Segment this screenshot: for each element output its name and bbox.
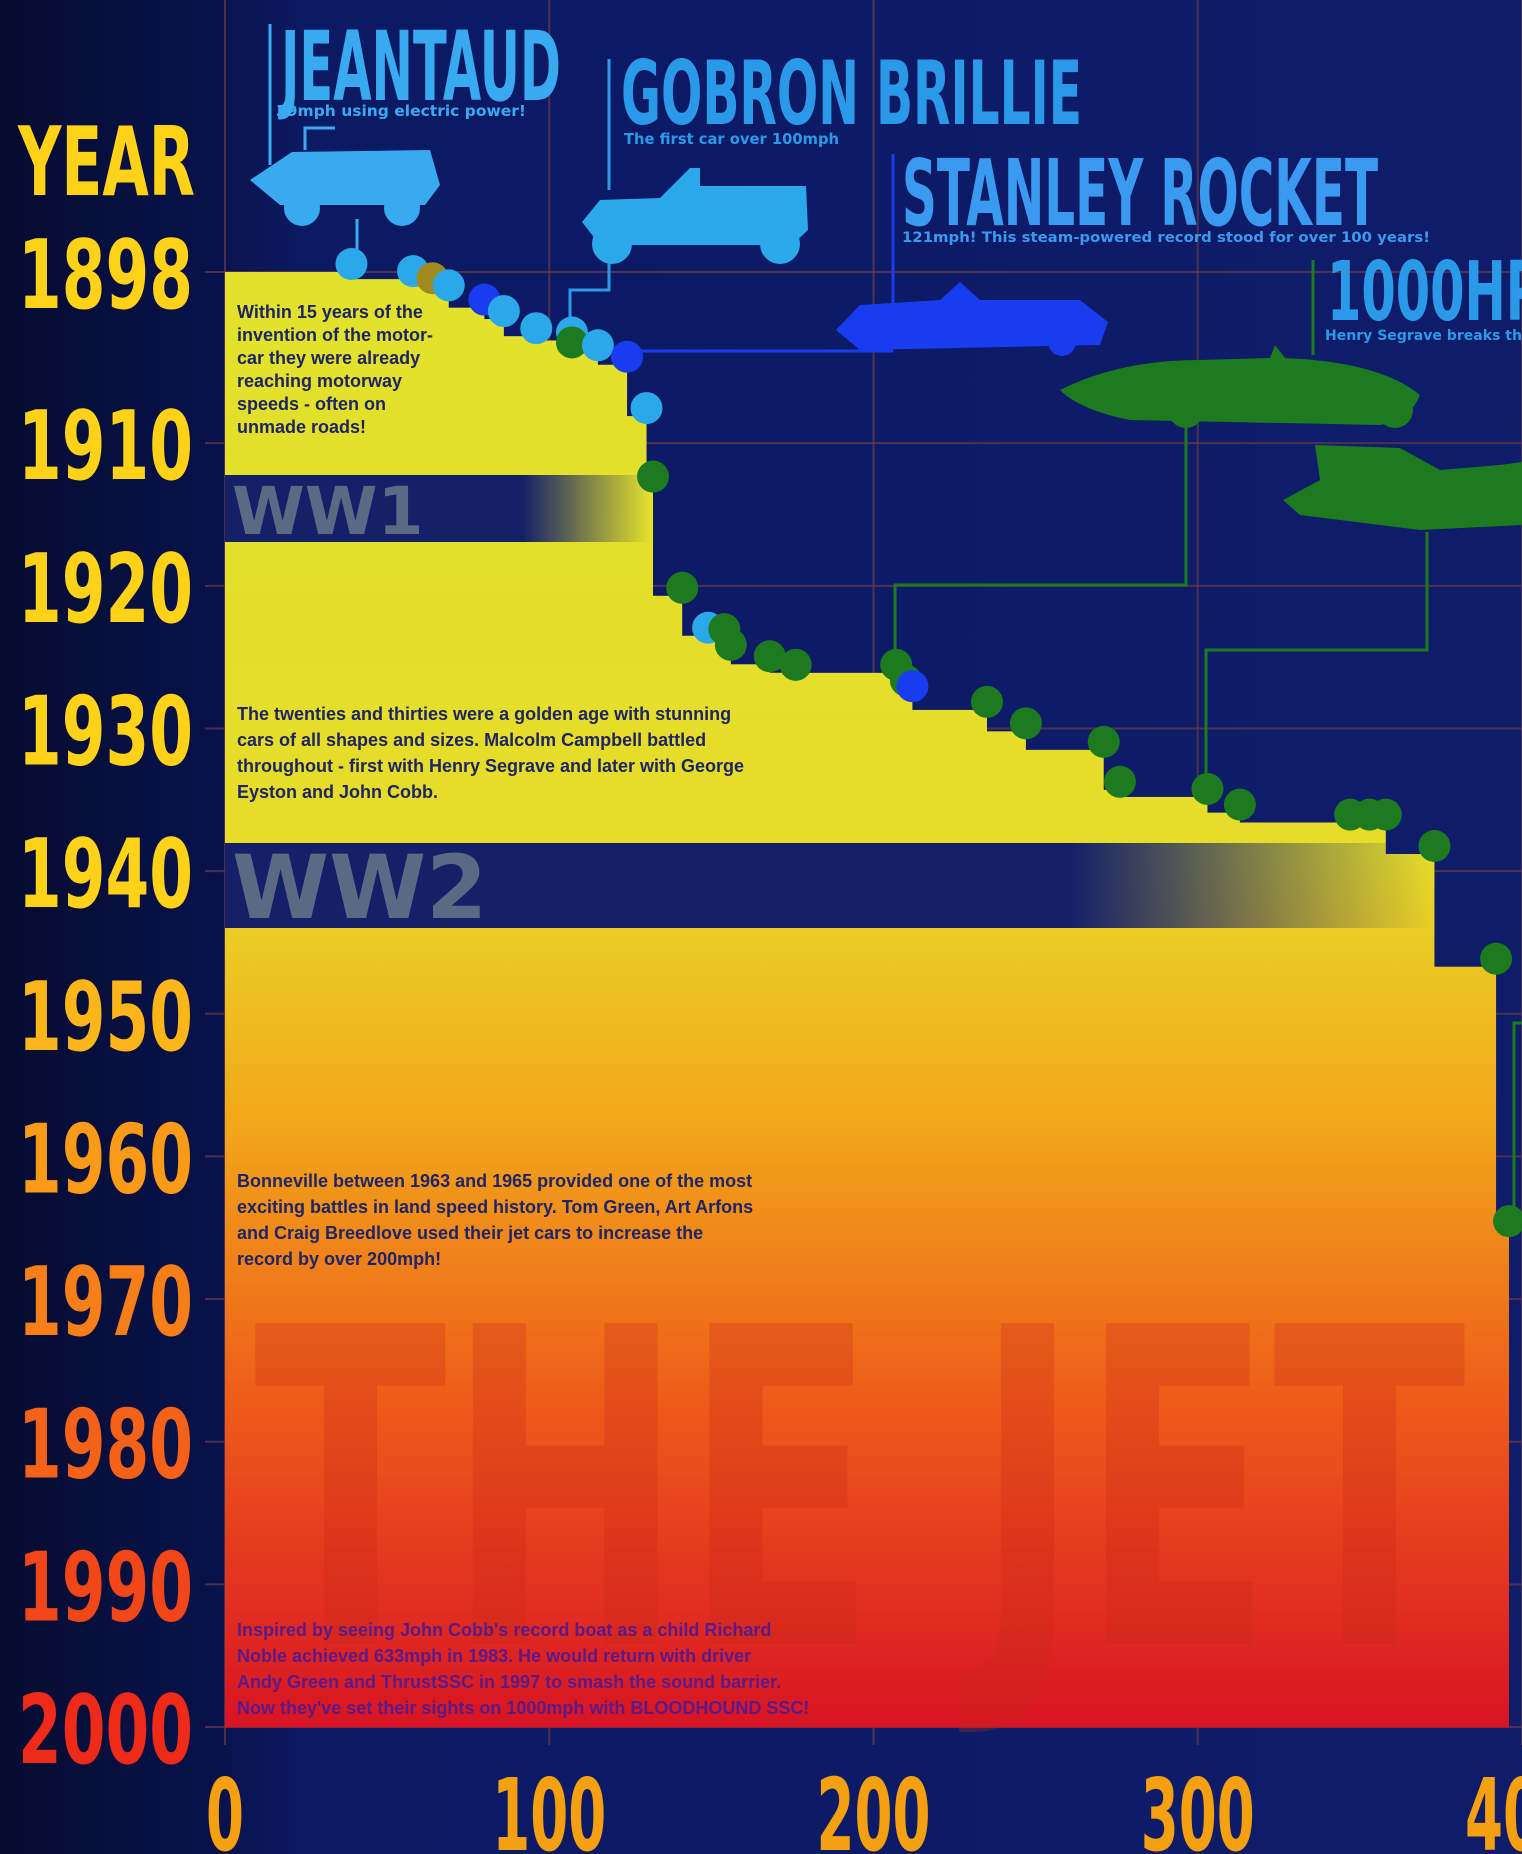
y-tick-label: 1898 [18, 221, 193, 331]
record-point [488, 295, 520, 327]
y-tick-label: 1950 [18, 963, 193, 1073]
record-point [582, 329, 614, 361]
record-point [433, 269, 465, 301]
note-text: Noble achieved 633mph in 1983. He would … [237, 1646, 751, 1666]
y-tick-label: 2000 [18, 1676, 193, 1786]
x-tick-label: 400 [1465, 1757, 1522, 1854]
car-note: 121mph! This steam-powered record stood … [902, 230, 1430, 246]
car-wheel [384, 190, 420, 226]
note-text: Eyston and John Cobb. [237, 782, 438, 802]
record-point [780, 649, 812, 681]
record-step [225, 279, 413, 287]
record-step [225, 813, 1240, 823]
record-point [666, 572, 698, 604]
record-point [1480, 943, 1512, 975]
page: {"chart_data": { "type": "scatter", "y_t… [0, 0, 1522, 1854]
car-note: Henry Segrave breaks th [1325, 328, 1522, 344]
record-point [335, 248, 367, 280]
car-wheel [1168, 392, 1204, 428]
note-text: cars of all shapes and sizes. Malcolm Ca… [237, 730, 706, 750]
x-tick-label: 300 [1141, 1757, 1255, 1854]
record-step [225, 653, 731, 665]
y-tick-label: 1930 [18, 677, 193, 787]
car-wheel [760, 224, 800, 264]
record-point [1010, 707, 1042, 739]
y-tick-label: 1990 [18, 1533, 193, 1643]
y-axis-title: YEAR [17, 108, 195, 218]
record-point [1088, 726, 1120, 758]
car-wheel [1377, 392, 1413, 428]
record-point [896, 670, 928, 702]
note-text: invention of the motor- [237, 325, 433, 345]
note-text: car they were already [237, 348, 420, 368]
y-tick-label: 1940 [18, 820, 193, 930]
x-tick-label: 0 [206, 1757, 244, 1854]
note-text: and Craig Breedlove used their jet cars … [237, 1223, 703, 1243]
note-text: unmade roads! [237, 417, 366, 437]
car-name: 1000HP [1327, 245, 1522, 340]
note-text: The twenties and thirties were a golden … [237, 704, 731, 724]
car-wheel [1048, 328, 1076, 356]
y-tick-label: 1980 [18, 1391, 193, 1501]
note-text: record by over 200mph! [237, 1249, 441, 1269]
record-step [225, 286, 433, 294]
x-tick-label: 100 [492, 1757, 606, 1854]
record-point [1104, 766, 1136, 798]
record-point [1224, 789, 1256, 821]
note-text: Bonneville between 1963 and 1965 provide… [237, 1171, 752, 1191]
record-point [971, 686, 1003, 718]
car-wheel [284, 190, 320, 226]
record-point [1370, 799, 1402, 831]
record-point [715, 629, 747, 661]
record-point [631, 392, 663, 424]
era-label: WW2 [232, 836, 487, 939]
car-note: 39mph using electric power! [276, 102, 526, 120]
era-label: WW1 [232, 473, 424, 550]
record-point [1418, 830, 1450, 862]
note-text: throughout - first with Henry Segrave an… [237, 756, 744, 776]
x-tick-label: 200 [817, 1757, 931, 1854]
note-text: Within 15 years of the [237, 302, 423, 322]
record-point [1191, 773, 1223, 805]
y-tick-label: 1960 [18, 1105, 193, 1215]
record-point [637, 461, 669, 493]
y-tick-label: 1970 [18, 1248, 193, 1358]
car-wheel [592, 224, 632, 264]
record-step [225, 664, 770, 673]
note-text: Now they've set their sights on 1000mph … [237, 1698, 809, 1718]
chart: THE JET [0, 0, 1522, 1854]
note-text: reaching motorway [237, 371, 402, 391]
note-text: exciting battles in land speed history. … [237, 1197, 753, 1217]
record-step [225, 689, 906, 695]
y-tick-label: 1910 [18, 392, 193, 502]
y-tick-label: 1920 [18, 535, 193, 645]
record-point [520, 312, 552, 344]
note-text: Andy Green and ThrustSSC in 1997 to smas… [237, 1672, 781, 1692]
record-step [225, 272, 351, 280]
record-step [225, 596, 682, 636]
record-step [225, 637, 724, 653]
record-point [611, 341, 643, 373]
car-note: The first car over 100mph [624, 130, 839, 148]
note-text: speeds - often on [237, 394, 386, 414]
note-text: Inspired by seeing John Cobb's record bo… [237, 1620, 771, 1640]
